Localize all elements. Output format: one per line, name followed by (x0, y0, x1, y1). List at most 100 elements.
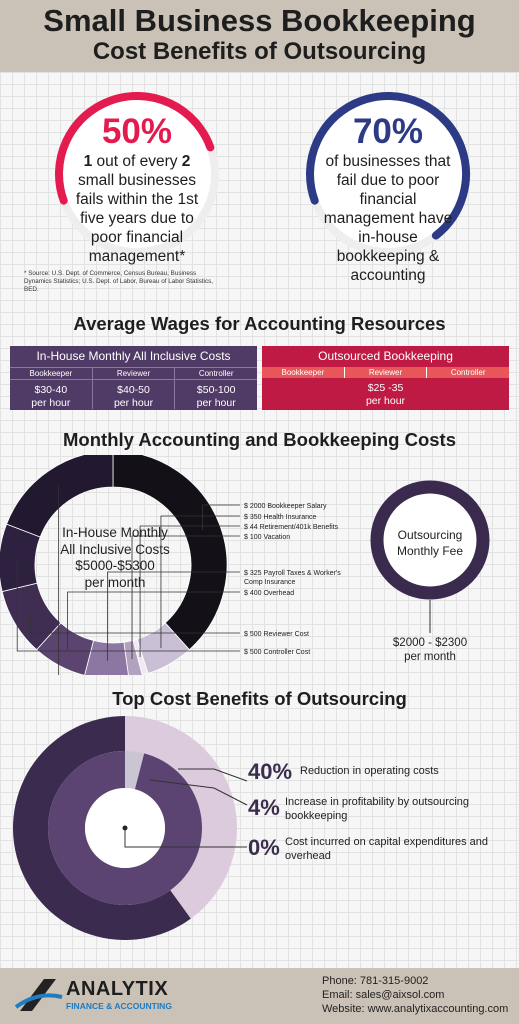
inhouse-cost-label: $ 500 Controller Cost (244, 649, 310, 656)
inhouse-cost-leader-line (139, 525, 240, 658)
inhouse-cost-donut-chart: $ 2000 Bookkeeper Salary $ 350 Health Ins… (0, 455, 490, 675)
stat-50-line1-end: small (77, 172, 115, 189)
benefits-donut-chart (13, 716, 248, 940)
inhouse-wages-header: In-House Monthly All Inclusive Costs (36, 349, 231, 363)
inhouse-cost-label: $ 100 Vacation (244, 534, 290, 541)
contact-phone: Phone: 781-315-9002 (322, 975, 429, 987)
outsourcing-center-line1: Outsourcing (397, 528, 463, 542)
benefits-slice (47, 751, 202, 905)
inhouse-cost-slice (6, 455, 114, 538)
inhouse-cost-leader-line (131, 535, 240, 660)
source-note: * Source: U.S. Dept. of Commerce, Census… (24, 270, 213, 294)
inhouse-center-line2: All Inclusive Costs (60, 541, 170, 557)
inhouse-cost-leader-lines (16, 485, 240, 675)
inhouse-cost-slices (0, 455, 228, 675)
benefit-2-text: Increase in profitability by outsourcing… (285, 796, 470, 822)
stat-70-text: of businesses that fail due to poor fina… (323, 153, 453, 284)
brand-tagline: FINANCE & ACCOUNTING (66, 1001, 172, 1011)
wages-title: Average Wages for Accounting Resources (73, 313, 446, 334)
outsourcing-center-line2: Monthly Fee (396, 544, 464, 558)
monthly-title: Monthly Accounting and Bookkeeping Costs (63, 429, 456, 450)
benefits-slice (13, 716, 191, 940)
contact-website[interactable]: Website: www.analytixaccounting.com (322, 1003, 509, 1015)
stat-50-num2: 2 (181, 153, 191, 170)
inhouse-rate-reviewer: $40-50 per hour (93, 380, 176, 409)
stat-rings (55, 92, 470, 256)
benefit-1-percent: 40% (248, 759, 293, 784)
outsourced-wages-panel: Outsourced Bookkeeping Bookkeeper Review… (262, 346, 509, 410)
page-title: Small Business Bookkeeping (43, 3, 476, 38)
inhouse-cost-leader-line (58, 485, 60, 675)
inhouse-role-controller: Controller (198, 369, 234, 378)
inhouse-rate-bookkeeper-value: $30-40 (34, 384, 68, 396)
outsourcing-price-value: $2000 - $2300 (392, 637, 468, 649)
benefits-leader-lines (124, 768, 248, 848)
inhouse-cost-label: $ 325 Payroll Taxes & Worker's (244, 570, 341, 577)
stat-50-percent: 50% (101, 112, 173, 151)
inhouse-rates-row: $30-40 per hour $40-50 per hour $50-100 … (10, 380, 257, 409)
inhouse-rate-bookkeeper-unit: per hour (31, 396, 71, 409)
inhouse-cost-leader-line (160, 515, 240, 649)
stat-50-num1: 1 (83, 153, 93, 170)
outsourced-rate-value: $25 -35 (367, 382, 404, 394)
inhouse-rate-bookkeeper: $30-40 per hour (10, 380, 93, 409)
benefit-1-text: Reduction in operating costs (300, 765, 439, 777)
inhouse-rate-controller-value: $50-100 (196, 384, 236, 396)
stat-50-text: 1 out of every 2 small businesses fails … (65, 152, 209, 266)
inhouse-rate-controller: $50-100 per hour (175, 380, 257, 409)
contact-email[interactable]: Email: sales@aixsol.com (322, 989, 445, 1001)
inhouse-rate-reviewer-unit: per hour (113, 396, 154, 409)
outsourced-role-reviewer: Reviewer (345, 367, 428, 378)
outsourced-rate-unit: per hour (365, 394, 406, 407)
inhouse-role-bookkeeper: Bookkeeper (10, 368, 93, 379)
inhouse-roles-row: Bookkeeper Reviewer Controller (10, 367, 257, 380)
inhouse-cost-leader-line (67, 591, 240, 650)
footer-banner: ANALYTIX FINANCE & ACCOUNTING Phone: 781… (0, 968, 519, 1024)
outsourcing-fee-price: $2000 - $2300 per month (375, 636, 485, 664)
benefits-slices (13, 716, 238, 940)
outsourced-role-bookkeeper: Bookkeeper (262, 367, 345, 378)
outsourced-roles-row: Bookkeeper Reviewer Controller (262, 367, 509, 378)
inhouse-cost-label: $ 350 Health Insurance (244, 514, 316, 521)
inhouse-center-line3: $5000-$5300 (75, 558, 155, 573)
inhouse-rate-controller-unit: per hour (196, 396, 236, 409)
benefit-3-leader (124, 828, 247, 848)
outsourced-role-controller: Controller (450, 368, 486, 377)
inhouse-cost-label: $ 500 Reviewer Cost (244, 631, 309, 638)
inhouse-cost-leader-line (30, 614, 240, 634)
outsourced-rate: $25 -35 per hour (262, 378, 509, 407)
inhouse-cost-leader-line (202, 504, 240, 531)
inhouse-cost-label: $ 44 Retirement/401k Benefits (244, 524, 339, 531)
page-subtitle: Cost Benefits of Outsourcing (92, 38, 427, 65)
brand-name: ANALYTIX (66, 978, 169, 1000)
inhouse-role-reviewer: Reviewer (93, 368, 176, 379)
outsourcing-price-unit: per month (404, 651, 456, 663)
inhouse-center-line1: In-House Monthly (62, 525, 168, 540)
inhouse-cost-label: $ 2000 Bookkeeper Salary (244, 503, 327, 510)
analytix-logo-icon (14, 979, 63, 1011)
benefits-slice (125, 716, 238, 919)
inhouse-cost-label: Comp Insurance (244, 579, 295, 586)
inhouse-cost-leader-line (107, 571, 240, 661)
benefits-title: Top Cost Benefits of Outsourcing (112, 688, 407, 709)
stat-70-percent: 70% (352, 112, 424, 151)
benefit-3-percent: 0% (248, 835, 280, 860)
inhouse-cost-labels: $ 2000 Bookkeeper Salary $ 350 Health Ins… (244, 503, 341, 656)
inhouse-cost-leader-line (16, 558, 240, 652)
stat-ring-50 (55, 92, 219, 256)
benefit-3-text: Cost incurred on capital expenditures an… (285, 836, 489, 862)
inhouse-rate-reviewer-value: $40-50 (117, 384, 150, 396)
outsourcing-fee-ring (370, 480, 490, 600)
benefit-2-percent: 4% (248, 795, 280, 820)
inhouse-wages-panel: In-House Monthly All Inclusive Costs Boo… (10, 346, 257, 410)
header-banner: Small Business Bookkeeping Cost Benefits… (0, 0, 519, 72)
outsourcing-fee-center: Outsourcing Monthly Fee (384, 527, 476, 559)
outsourced-wages-header: Outsourced Bookkeeping (318, 349, 453, 363)
inhouse-cost-slice (112, 455, 228, 651)
benefits-slice (125, 751, 145, 790)
stat-ring-70 (306, 92, 470, 256)
stat-50-rest: businesses fails within the 1st five yea… (75, 172, 199, 265)
benefit-2-leader (149, 779, 248, 806)
stat-50-mid: out of every (92, 153, 182, 170)
benefit-1-leader (178, 768, 248, 782)
